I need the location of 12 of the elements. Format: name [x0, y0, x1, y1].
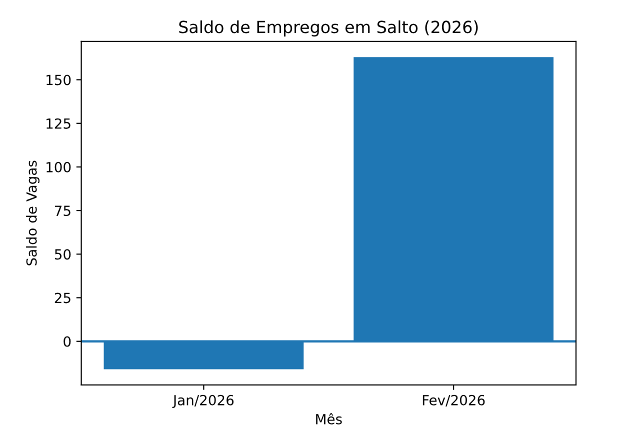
x-tick-label: Jan/2026 — [172, 394, 234, 408]
y-tick-label: 25 — [54, 292, 70, 304]
y-tick-label: 50 — [54, 249, 71, 260]
y-tick-label: 150 — [46, 74, 71, 86]
chart-title: Saldo de Empregos em Salto (2026) — [179, 20, 478, 37]
y-tick-label: 75 — [55, 206, 70, 216]
y-tick-label: 125 — [46, 118, 70, 129]
x-axis-title: Mês — [316, 413, 342, 424]
y-axis-title: Saldo de Vagas — [26, 160, 40, 266]
y-tick-label: 0 — [64, 336, 71, 347]
y-tick-label: 100 — [46, 162, 71, 172]
x-tick-label: Fev/2026 — [422, 394, 485, 406]
